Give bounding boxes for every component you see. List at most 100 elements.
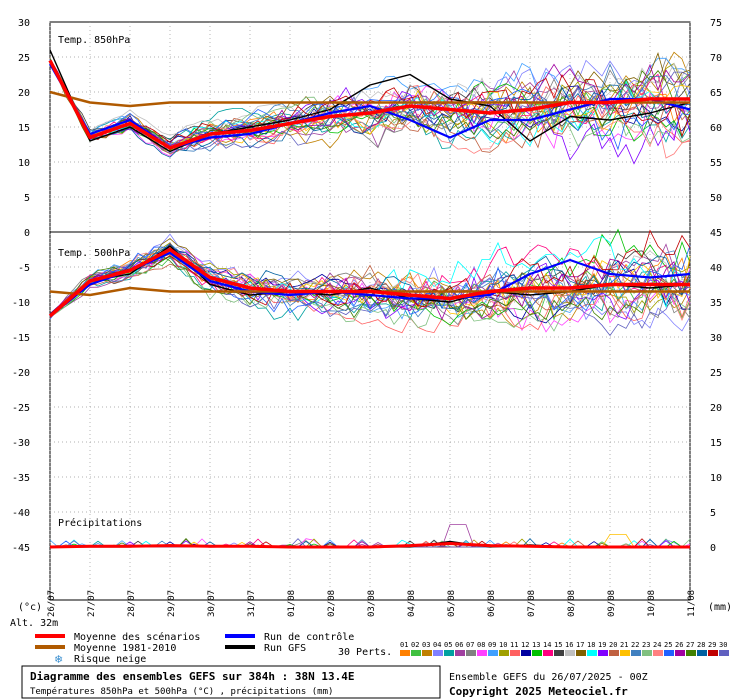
footer-subtitle: Températures 850hPa et 500hPa (°C) , pré… bbox=[30, 686, 333, 697]
y-right-tick-label: 45 bbox=[710, 228, 722, 239]
y-right-tick-label: 40 bbox=[710, 263, 722, 274]
pert-number: 02 bbox=[411, 641, 419, 649]
y-right-tick-label: 70 bbox=[710, 53, 722, 64]
y-left-tick-label: -45 bbox=[12, 543, 30, 554]
legend-gfs-label: Run GFS bbox=[264, 643, 306, 654]
pert-number: 06 bbox=[455, 641, 463, 649]
x-tick-label: 07/08 bbox=[527, 590, 537, 617]
y-left-tick-label: -40 bbox=[12, 508, 30, 519]
x-tick-label: 05/08 bbox=[447, 590, 457, 617]
x-tick-label: 30/07 bbox=[207, 590, 217, 617]
pert-color-swatch bbox=[488, 650, 498, 656]
pert-number: 18 bbox=[587, 641, 595, 649]
pert-number: 20 bbox=[609, 641, 617, 649]
precip-series-line bbox=[49, 541, 690, 549]
series-line bbox=[49, 49, 691, 153]
pert-color-swatch bbox=[719, 650, 729, 656]
right-unit: (mm) bbox=[708, 602, 732, 613]
perts-label: 30 Perts. bbox=[338, 647, 392, 658]
pert-number: 11 bbox=[510, 641, 518, 649]
footer-run: Ensemble GEFS du 26/07/2025 - 00Z bbox=[449, 672, 648, 683]
pert-number: 28 bbox=[697, 641, 705, 649]
y-left-tick-label: 30 bbox=[18, 18, 30, 29]
pert-color-swatch bbox=[455, 650, 465, 656]
x-tick-label: 31/07 bbox=[247, 590, 257, 617]
y-left-tick-label: -10 bbox=[12, 298, 30, 309]
pert-color-swatch bbox=[499, 650, 509, 656]
pert-color-swatch bbox=[422, 650, 432, 656]
y-left-tick-label: 15 bbox=[18, 123, 30, 134]
y-right-tick-label: 25 bbox=[710, 368, 722, 379]
pert-number: 21 bbox=[620, 641, 628, 649]
pert-color-swatch bbox=[587, 650, 597, 656]
main-series bbox=[48, 49, 691, 549]
y-right-tick-label: 50 bbox=[710, 193, 722, 204]
y-right-tick-label: 75 bbox=[710, 18, 722, 29]
x-tick-label: 26/07 bbox=[47, 590, 57, 617]
pert-number: 29 bbox=[708, 641, 716, 649]
pert-number: 08 bbox=[477, 641, 485, 649]
pert-color-swatch bbox=[609, 650, 619, 656]
pert-color-swatch bbox=[400, 650, 410, 656]
x-tick-label: 11/08 bbox=[687, 590, 697, 617]
x-tick-label: 04/08 bbox=[407, 590, 417, 617]
pert-number: 10 bbox=[499, 641, 507, 649]
pert-color-swatch bbox=[477, 650, 487, 656]
y-right-tick-label: 55 bbox=[710, 158, 722, 169]
x-tick-label: 01/08 bbox=[287, 590, 297, 617]
pert-color-swatch bbox=[620, 650, 630, 656]
axis-ticks: 26/07 27/07 28/07 29/07 30/07 31/07 01/08 02/08… bbox=[12, 18, 722, 617]
y-left-tick-label: 10 bbox=[18, 158, 30, 169]
y-left-tick-label: 0 bbox=[24, 228, 30, 239]
ensemble-member-line bbox=[49, 244, 691, 320]
pert-color-swatch bbox=[521, 650, 531, 656]
legend-control-label: Run de contrôle bbox=[264, 631, 354, 643]
y-right-tick-label: 5 bbox=[710, 508, 716, 519]
x-tick-label: 27/07 bbox=[87, 590, 97, 617]
pert-number: 03 bbox=[422, 641, 430, 649]
pert-color-swatch bbox=[411, 650, 421, 656]
y-right-tick-label: 30 bbox=[710, 333, 722, 344]
x-tick-label: 10/08 bbox=[647, 590, 657, 617]
y-right-tick-label: 65 bbox=[710, 88, 722, 99]
snowflake-icon: ❄ bbox=[54, 653, 63, 666]
pert-number: 04 bbox=[433, 641, 441, 649]
pert-number: 17 bbox=[576, 641, 584, 649]
panel-850-label: Temp. 850hPa bbox=[58, 35, 130, 46]
panel-500-label: Temp. 500hPa bbox=[58, 248, 130, 259]
pert-color-swatch bbox=[576, 650, 586, 656]
pert-color-swatch bbox=[664, 650, 674, 656]
pert-number: 09 bbox=[488, 641, 496, 649]
panel-precip-label: Précipitations bbox=[58, 517, 142, 529]
pert-color-swatch bbox=[708, 650, 718, 656]
pert-color-swatch bbox=[697, 650, 707, 656]
ensemble-member-line bbox=[49, 58, 691, 146]
x-tick-label: 29/07 bbox=[167, 590, 177, 617]
pert-color-swatch bbox=[543, 650, 553, 656]
ensemble-member-line bbox=[49, 245, 691, 320]
y-right-tick-label: 0 bbox=[710, 543, 716, 554]
y-left-tick-label: 5 bbox=[24, 193, 30, 204]
y-left-tick-label: -30 bbox=[12, 438, 30, 449]
pert-number: 13 bbox=[532, 641, 540, 649]
left-unit: (°c) bbox=[18, 602, 42, 613]
ensemble-member-line bbox=[49, 58, 691, 151]
x-tick-label: 09/08 bbox=[607, 590, 617, 617]
ensemble-member-line bbox=[49, 229, 691, 319]
legend-mean-label: Moyenne des scénarios bbox=[74, 631, 200, 643]
series-line bbox=[48, 59, 690, 150]
pert-number: 23 bbox=[642, 641, 650, 649]
footer-title: Diagramme des ensembles GEFS sur 384h : … bbox=[30, 670, 355, 683]
pert-number: 16 bbox=[565, 641, 573, 649]
footer-box bbox=[21, 665, 441, 699]
y-right-tick-label: 35 bbox=[710, 298, 722, 309]
pert-number: 22 bbox=[631, 641, 639, 649]
pert-color-swatch bbox=[686, 650, 696, 656]
x-tick-label: 08/08 bbox=[567, 590, 577, 617]
pert-color-swatch bbox=[642, 650, 652, 656]
pert-color-swatch bbox=[510, 650, 520, 656]
ensemble-member-line bbox=[49, 59, 691, 136]
pert-number: 27 bbox=[686, 641, 694, 649]
pert-color-swatch bbox=[554, 650, 564, 656]
y-right-tick-label: 20 bbox=[710, 403, 722, 414]
